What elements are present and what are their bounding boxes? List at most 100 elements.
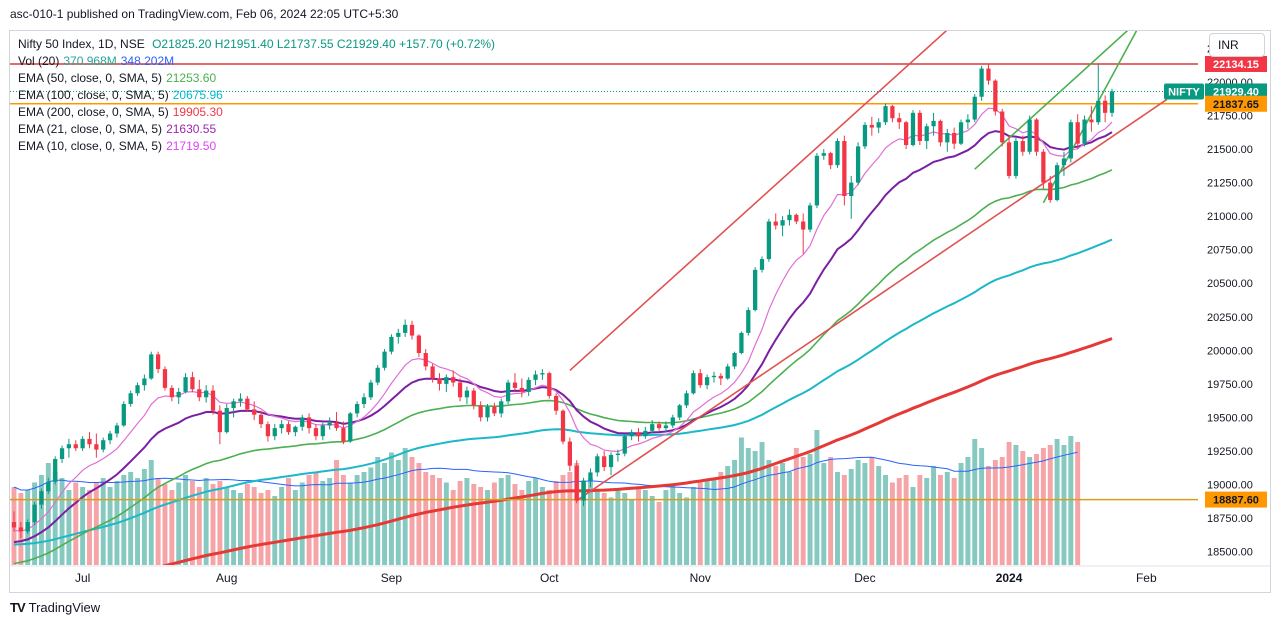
- volume-bar: [368, 467, 374, 565]
- volume-bar: [217, 481, 223, 565]
- volume-bar: [601, 493, 607, 565]
- chart-legend: Nifty 50 Index, 1D, NSE O21825.20 H21951…: [18, 36, 495, 155]
- volume-bar: [553, 481, 559, 565]
- candle-body: [169, 387, 174, 398]
- candle-body: [540, 373, 545, 375]
- x-tick-label: Dec: [854, 571, 875, 585]
- volume-bar: [780, 463, 786, 565]
- candle-body: [39, 491, 44, 505]
- volume-bar: [347, 482, 353, 565]
- candle-body: [993, 80, 998, 112]
- volume-bar: [546, 490, 552, 565]
- candle-body: [1000, 111, 1005, 143]
- candle-body: [814, 155, 820, 206]
- candle-body: [965, 119, 971, 123]
- price-tag-value: 18887.60: [1213, 495, 1259, 507]
- candle-body: [766, 221, 772, 260]
- volume-bar: [958, 463, 964, 565]
- ema-21-line: [13, 130, 1113, 544]
- candle-body: [629, 432, 634, 437]
- volume-bar: [629, 499, 635, 565]
- price-tag-value: 22134.15: [1213, 59, 1259, 71]
- trendline: [974, 31, 1129, 170]
- currency-selector[interactable]: INR: [1209, 33, 1265, 57]
- y-tick-label: 20500.00: [1207, 278, 1253, 290]
- candle-body: [718, 375, 723, 379]
- volume-bar: [73, 482, 79, 565]
- volume-bar: [464, 478, 470, 565]
- volume-bar: [649, 496, 655, 565]
- candle-body: [636, 432, 641, 437]
- volume-bar: [519, 490, 525, 565]
- volume-bar: [883, 475, 889, 565]
- candle-body: [931, 120, 936, 127]
- legend-row-value: 21253.60: [166, 71, 217, 85]
- volume-bar: [292, 490, 298, 565]
- legend-row-label: EMA (10, close, 0, SMA, 5): [18, 139, 163, 153]
- y-tick-label: 20000.00: [1207, 345, 1253, 357]
- ema-200-line: [161, 337, 1113, 565]
- candle-body: [252, 409, 257, 415]
- volume-bar: [663, 490, 669, 565]
- price-tag: [1205, 83, 1267, 100]
- legend-symbol-row: Nifty 50 Index, 1D, NSE O21825.20 H21951…: [18, 36, 495, 53]
- candle-body: [59, 448, 65, 460]
- candle-body: [245, 398, 250, 410]
- volume-bar: [526, 481, 532, 565]
- candle-body: [794, 214, 799, 222]
- volume-bar: [738, 437, 744, 565]
- volume-bar: [539, 487, 545, 565]
- candle-body: [272, 428, 277, 437]
- legend-row: EMA (200, close, 0, SMA, 5) 19905.30: [18, 104, 495, 121]
- candle-body: [231, 401, 236, 409]
- volume-bar: [162, 484, 168, 565]
- price-tag-value: 21837.65: [1213, 99, 1259, 111]
- candle-body: [986, 68, 991, 81]
- volume-bar: [354, 475, 360, 565]
- candle-body: [451, 377, 456, 383]
- volume-bar: [52, 472, 58, 565]
- legend-row: EMA (50, close, 0, SMA, 5) 21253.60: [18, 70, 495, 87]
- price-tag: [1205, 491, 1267, 508]
- candle-body: [917, 112, 922, 142]
- legend-row: EMA (100, close, 0, SMA, 5) 20675.96: [18, 87, 495, 104]
- candle-body: [704, 377, 710, 386]
- volume-bar: [677, 493, 683, 565]
- y-tick-label: 19000.00: [1207, 479, 1253, 491]
- candle-body: [279, 424, 284, 429]
- volume-bar: [443, 482, 449, 565]
- volume-bar: [835, 472, 840, 565]
- candle-body: [732, 353, 737, 367]
- candle-body: [725, 366, 730, 379]
- volume-bar: [237, 493, 243, 565]
- candle-body: [807, 205, 813, 230]
- y-tick-label: 21500.00: [1207, 144, 1253, 156]
- candle-body: [972, 96, 977, 120]
- volume-bar: [1054, 439, 1060, 565]
- candle-body: [238, 398, 243, 402]
- candle-body: [341, 428, 346, 442]
- volume-bar: [697, 482, 703, 565]
- candle-body: [1020, 141, 1025, 152]
- candle-body: [602, 456, 607, 468]
- volume-bar: [937, 475, 943, 565]
- candle-body: [924, 126, 929, 142]
- candle-body: [883, 106, 888, 123]
- candle-body: [938, 120, 943, 143]
- volume-bar: [402, 448, 408, 565]
- candle-body: [1068, 122, 1073, 159]
- candle-body: [855, 146, 861, 183]
- y-tick-label: 19500.00: [1207, 412, 1253, 424]
- volume-bar: [807, 454, 813, 565]
- candle-body: [25, 522, 30, 532]
- candle-body: [622, 436, 627, 454]
- candle-body: [1054, 165, 1060, 201]
- volume-bar: [704, 481, 710, 565]
- x-tick-label: Oct: [540, 571, 559, 585]
- candle-body: [526, 379, 531, 392]
- candle-body: [698, 373, 703, 386]
- candle-body: [53, 459, 58, 482]
- volume-bar: [690, 487, 696, 565]
- candle-body: [368, 382, 373, 398]
